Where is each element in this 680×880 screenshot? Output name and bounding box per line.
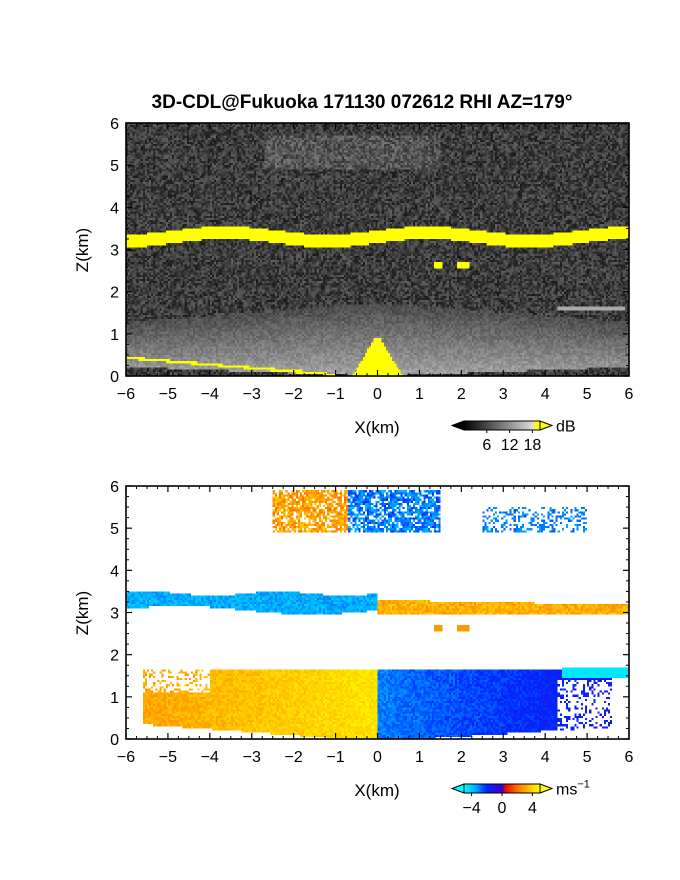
y-tick-label: 4 bbox=[110, 200, 119, 217]
x-tick-label: 4 bbox=[541, 749, 550, 766]
velocity-ylabel: Z(km) bbox=[73, 591, 92, 635]
x-tick-label: −6 bbox=[117, 749, 135, 766]
x-tick-label: −2 bbox=[285, 749, 303, 766]
x-tick-label: −4 bbox=[201, 749, 219, 766]
velocity-xlabel: X(km) bbox=[354, 781, 399, 800]
colorbar-body bbox=[463, 420, 541, 431]
colorbar-tick-label: 18 bbox=[524, 437, 542, 454]
velocity-panel: −6 −5 −4 −3 −2 −1 0 1 2 3 4 5 6 0 1 2 3 4 5 6 X(km) Z(km) −… bbox=[73, 479, 634, 817]
x-tick-label: −1 bbox=[326, 386, 344, 403]
y-tick-label: 1 bbox=[110, 690, 119, 707]
colorbar-body bbox=[463, 783, 541, 794]
velocity-colorbar: −4 0 4 ms−1 bbox=[450, 779, 590, 817]
velocity-axes: −6 −5 −4 −3 −2 −1 0 1 2 3 4 5 6 0 1 2 3 4 5 6 bbox=[110, 479, 633, 766]
y-tick-label: 3 bbox=[110, 243, 119, 260]
colorbar-min-arrow bbox=[450, 420, 465, 431]
x-tick-label: −1 bbox=[326, 749, 344, 766]
x-tick-label: −4 bbox=[201, 386, 219, 403]
backscatter-xlabel: X(km) bbox=[354, 418, 399, 437]
y-tick-label: 2 bbox=[110, 648, 119, 665]
velocity-image bbox=[126, 486, 629, 739]
y-tick-label: 5 bbox=[110, 521, 119, 538]
x-tick-label: −2 bbox=[285, 386, 303, 403]
colorbar-min-arrow bbox=[450, 783, 465, 794]
y-tick-label: 5 bbox=[110, 158, 119, 175]
y-tick-label: 6 bbox=[110, 479, 119, 496]
colorbar-tick-label: 12 bbox=[501, 437, 519, 454]
y-tick-label: 0 bbox=[110, 369, 119, 386]
x-tick-label: 5 bbox=[583, 386, 592, 403]
x-tick-label: 2 bbox=[457, 749, 466, 766]
colorbar-tick-label: 6 bbox=[482, 437, 491, 454]
x-tick-label: −3 bbox=[243, 386, 261, 403]
x-tick-label: 3 bbox=[499, 386, 508, 403]
x-tick-label: 0 bbox=[373, 749, 382, 766]
y-tick-label: 2 bbox=[110, 285, 119, 302]
colorbar-unit-superscript: −1 bbox=[577, 779, 590, 791]
x-tick-label: −5 bbox=[159, 749, 177, 766]
x-tick-label: −3 bbox=[243, 749, 261, 766]
backscatter-colorbar: 6 12 18 dB bbox=[450, 419, 576, 454]
y-tick-label: 4 bbox=[110, 563, 119, 580]
x-tick-label: 3 bbox=[499, 749, 508, 766]
colorbar-max-arrow bbox=[539, 420, 554, 431]
colorbar-tick-label: 4 bbox=[528, 800, 537, 817]
x-tick-label: 5 bbox=[583, 749, 592, 766]
x-tick-label: 6 bbox=[625, 386, 634, 403]
colorbar-unit-label: dB bbox=[556, 419, 576, 436]
x-tick-label: −6 bbox=[117, 386, 135, 403]
colorbar-tick-label: −4 bbox=[462, 800, 480, 817]
y-tick-label: 0 bbox=[110, 732, 119, 749]
y-tick-label: 3 bbox=[110, 606, 119, 623]
y-tick-label: 1 bbox=[110, 327, 119, 344]
figure-title: 3D-CDL@Fukuoka 171130 072612 RHI AZ=179° bbox=[152, 92, 573, 113]
x-tick-label: −5 bbox=[159, 386, 177, 403]
colorbar-max-arrow bbox=[539, 783, 554, 794]
backscatter-axes: −6 −5 −4 −3 −2 −1 0 1 2 3 4 5 6 0 1 2 3 4 5 6 bbox=[110, 116, 633, 403]
x-tick-label: 1 bbox=[415, 386, 424, 403]
backscatter-image bbox=[126, 123, 629, 376]
colorbar-tick-label: 0 bbox=[498, 800, 507, 817]
x-tick-label: 1 bbox=[415, 749, 424, 766]
x-tick-label: 6 bbox=[625, 749, 634, 766]
x-tick-label: 2 bbox=[457, 386, 466, 403]
y-tick-label: 6 bbox=[110, 116, 119, 133]
x-tick-label: 4 bbox=[541, 386, 550, 403]
backscatter-ylabel: Z(km) bbox=[73, 228, 92, 272]
x-tick-label: 0 bbox=[373, 386, 382, 403]
colorbar-unit-label: ms−1 bbox=[556, 779, 590, 799]
